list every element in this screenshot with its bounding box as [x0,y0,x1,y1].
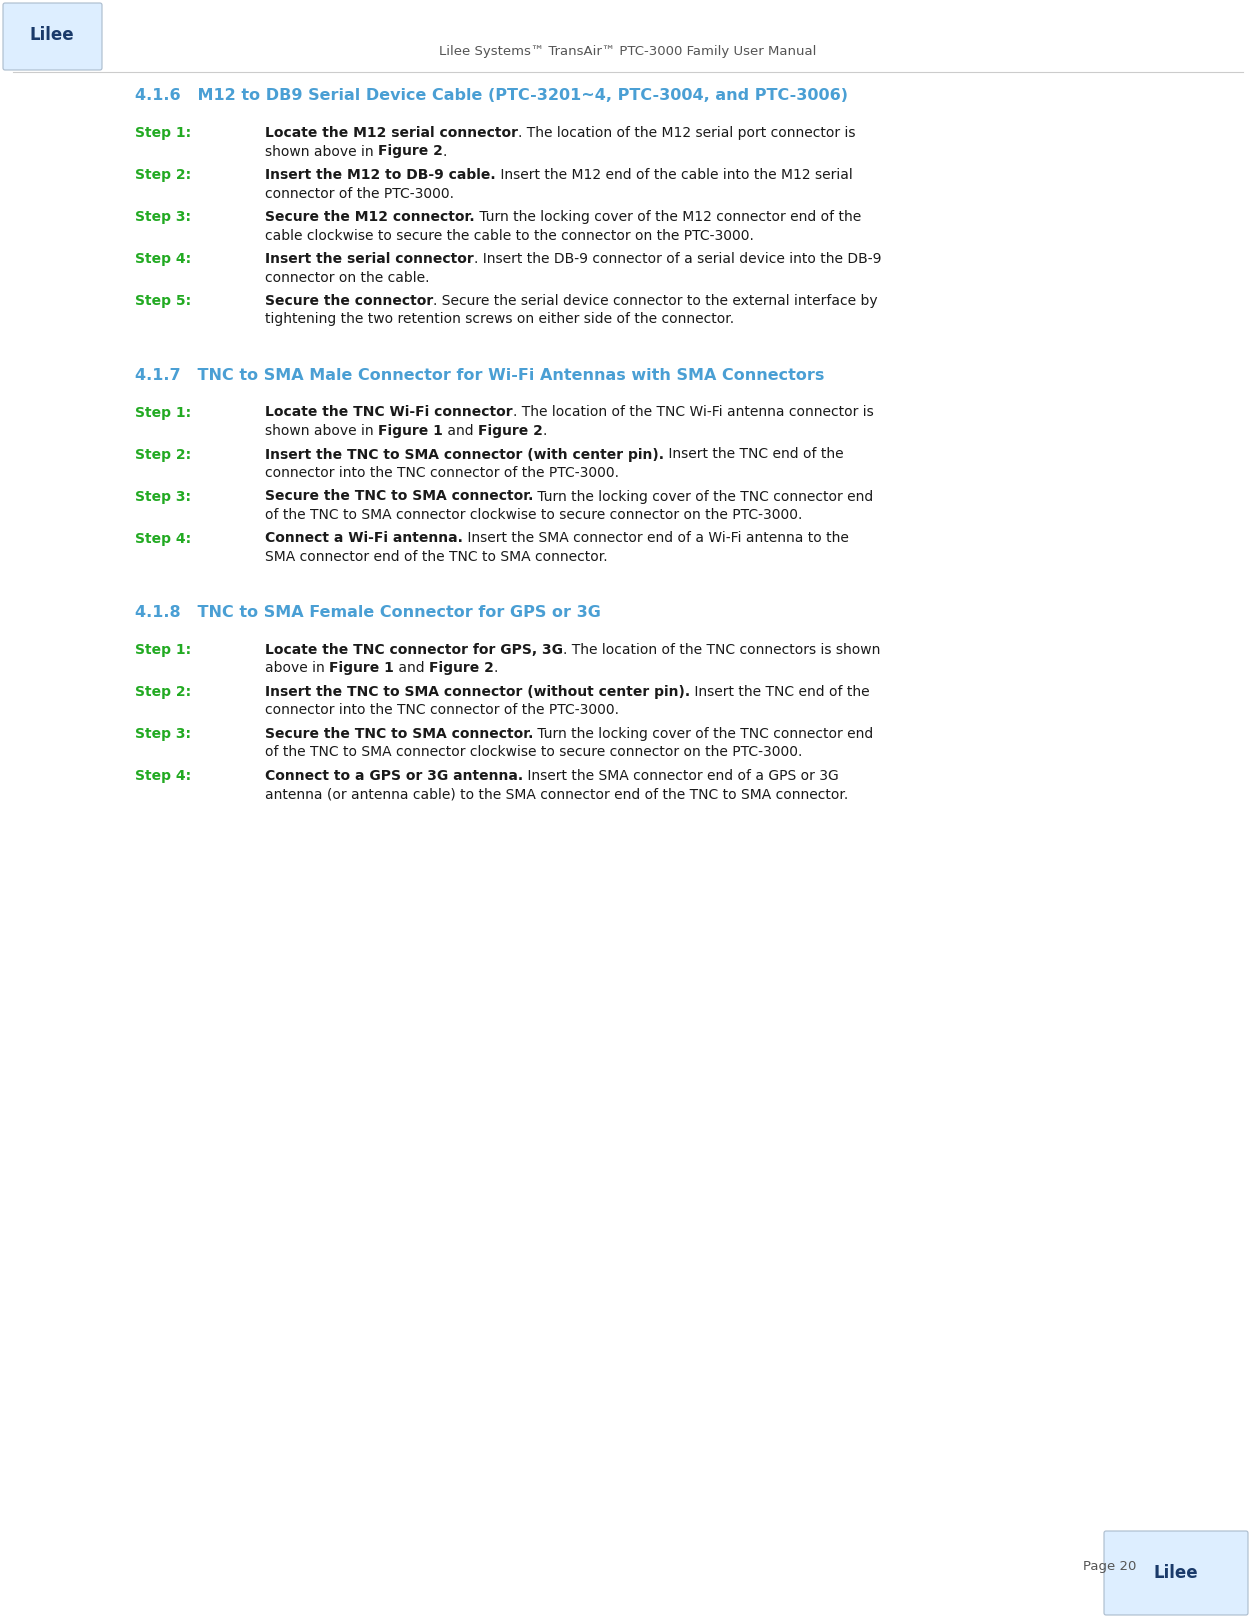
FancyBboxPatch shape [1104,1530,1248,1615]
Text: Step 5:: Step 5: [134,294,191,308]
Text: . Insert the DB-9 connector of a serial device into the DB-9: . Insert the DB-9 connector of a serial … [474,252,882,266]
Text: Step 1:: Step 1: [134,406,191,419]
Text: Figure 1: Figure 1 [378,424,443,438]
Text: Secure the M12 connector.: Secure the M12 connector. [265,209,475,224]
Text: antenna (or antenna cable) to the SMA connector end of the TNC to SMA connector.: antenna (or antenna cable) to the SMA co… [265,787,848,802]
Text: Step 4:: Step 4: [134,531,191,545]
Text: above in: above in [265,662,329,675]
Text: Step 4:: Step 4: [134,252,191,266]
Text: connector into the TNC connector of the PTC-3000.: connector into the TNC connector of the … [265,703,619,717]
Text: Lilee: Lilee [30,26,74,44]
Text: Step 3:: Step 3: [134,490,191,503]
Text: SMA connector end of the TNC to SMA connector.: SMA connector end of the TNC to SMA conn… [265,550,608,565]
Text: Lilee: Lilee [1154,1565,1198,1582]
Text: Lilee Systems™ TransAir™ PTC-3000 Family User Manual: Lilee Systems™ TransAir™ PTC-3000 Family… [440,45,816,58]
Text: . The location of the M12 serial port connector is: . The location of the M12 serial port co… [517,127,855,140]
Text: Step 1:: Step 1: [134,643,191,657]
Text: and: and [443,424,477,438]
Text: Connect to a GPS or 3G antenna.: Connect to a GPS or 3G antenna. [265,769,524,782]
Text: cable clockwise to secure the cable to the connector on the PTC-3000.: cable clockwise to secure the cable to t… [265,229,754,242]
Text: Insert the TNC end of the: Insert the TNC end of the [690,685,869,700]
Text: . The location of the TNC Wi-Fi antenna connector is: . The location of the TNC Wi-Fi antenna … [512,406,873,419]
Text: connector into the TNC connector of the PTC-3000.: connector into the TNC connector of the … [265,466,619,480]
Text: Step 2:: Step 2: [134,685,191,700]
Text: .: . [443,144,447,159]
Text: Page 20: Page 20 [1083,1560,1135,1573]
Text: .: . [494,662,499,675]
Text: Step 3:: Step 3: [134,209,191,224]
Text: 4.1.7   TNC to SMA Male Connector for Wi-Fi Antennas with SMA Connectors: 4.1.7 TNC to SMA Male Connector for Wi-F… [134,367,824,383]
Text: connector on the cable.: connector on the cable. [265,271,430,284]
Text: Secure the connector: Secure the connector [265,294,433,308]
Text: . Secure the serial device connector to the external interface by: . Secure the serial device connector to … [433,294,878,308]
Text: Step 4:: Step 4: [134,769,191,782]
Text: 4.1.6   M12 to DB9 Serial Device Cable (PTC-3201~4, PTC-3004, and PTC-3006): 4.1.6 M12 to DB9 Serial Device Cable (PT… [134,88,848,102]
Text: Step 2:: Step 2: [134,169,191,182]
Text: Figure 2: Figure 2 [430,662,494,675]
Text: of the TNC to SMA connector clockwise to secure connector on the PTC-3000.: of the TNC to SMA connector clockwise to… [265,745,803,760]
Text: Insert the TNC end of the: Insert the TNC end of the [664,448,844,461]
Text: Insert the serial connector: Insert the serial connector [265,252,474,266]
Text: of the TNC to SMA connector clockwise to secure connector on the PTC-3000.: of the TNC to SMA connector clockwise to… [265,508,803,523]
Text: .: . [543,424,548,438]
Text: connector of the PTC-3000.: connector of the PTC-3000. [265,187,453,201]
Text: Figure 2: Figure 2 [378,144,443,159]
Text: Locate the TNC connector for GPS, 3G: Locate the TNC connector for GPS, 3G [265,643,563,657]
Text: shown above in: shown above in [265,144,378,159]
Text: Turn the locking cover of the TNC connector end: Turn the locking cover of the TNC connec… [534,727,874,742]
Text: Figure 1: Figure 1 [329,662,394,675]
Text: Insert the TNC to SMA connector (with center pin).: Insert the TNC to SMA connector (with ce… [265,448,664,461]
Text: Secure the TNC to SMA connector.: Secure the TNC to SMA connector. [265,490,534,503]
Text: Insert the SMA connector end of a GPS or 3G: Insert the SMA connector end of a GPS or… [524,769,839,782]
FancyBboxPatch shape [3,3,102,70]
Text: Turn the locking cover of the M12 connector end of the: Turn the locking cover of the M12 connec… [475,209,860,224]
Text: Turn the locking cover of the TNC connector end: Turn the locking cover of the TNC connec… [534,490,874,503]
Text: and: and [394,662,430,675]
Text: Step 2:: Step 2: [134,448,191,461]
Text: 4.1.8   TNC to SMA Female Connector for GPS or 3G: 4.1.8 TNC to SMA Female Connector for GP… [134,605,600,620]
Text: tightening the two retention screws on either side of the connector.: tightening the two retention screws on e… [265,313,734,326]
Text: Insert the M12 end of the cable into the M12 serial: Insert the M12 end of the cable into the… [496,169,853,182]
Text: Insert the SMA connector end of a Wi-Fi antenna to the: Insert the SMA connector end of a Wi-Fi … [463,531,849,545]
Text: Connect a Wi-Fi antenna.: Connect a Wi-Fi antenna. [265,531,463,545]
Text: Insert the TNC to SMA connector (without center pin).: Insert the TNC to SMA connector (without… [265,685,690,700]
Text: Step 3:: Step 3: [134,727,191,742]
Text: Locate the M12 serial connector: Locate the M12 serial connector [265,127,517,140]
Text: Step 1:: Step 1: [134,127,191,140]
Text: . The location of the TNC connectors is shown: . The location of the TNC connectors is … [563,643,880,657]
Text: Locate the TNC Wi-Fi connector: Locate the TNC Wi-Fi connector [265,406,512,419]
Text: Secure the TNC to SMA connector.: Secure the TNC to SMA connector. [265,727,534,742]
Text: Figure 2: Figure 2 [477,424,543,438]
Text: Insert the M12 to DB-9 cable.: Insert the M12 to DB-9 cable. [265,169,496,182]
Text: shown above in: shown above in [265,424,378,438]
